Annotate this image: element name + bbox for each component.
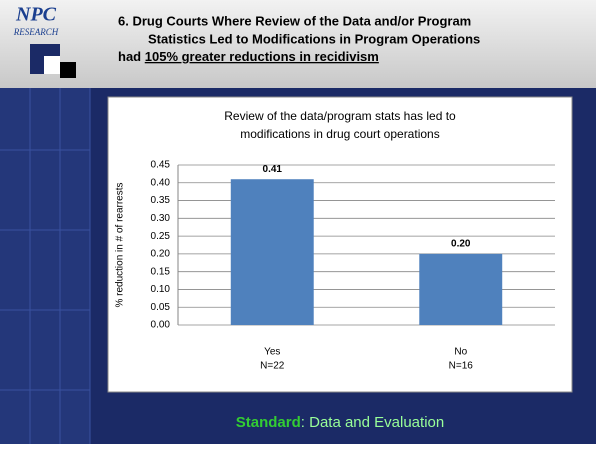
title-prefix: had: [118, 49, 141, 64]
logo-square: [44, 56, 60, 74]
chart-title: Review of the data/program stats has led…: [224, 109, 456, 123]
chart-title: modifications in drug court operations: [240, 127, 439, 141]
footer-text: : Data and Evaluation: [301, 414, 444, 431]
bar: [419, 253, 503, 325]
y-tick-label: 0.00: [151, 320, 171, 331]
left-stripes: [0, 88, 91, 444]
header: [0, 0, 596, 88]
slide-title-line: 6. Drug Courts Where Review of the Data …: [118, 13, 471, 28]
logo-sub: RESEARCH: [13, 27, 59, 37]
chart-box: [107, 96, 573, 393]
y-tick-label: 0.15: [151, 266, 171, 277]
logo-square: [60, 62, 76, 78]
y-tick-label: 0.05: [151, 302, 171, 313]
y-axis-label: % reduction in # of rearrests: [115, 182, 126, 307]
data-label: 0.20: [451, 239, 471, 250]
y-tick-label: 0.30: [151, 213, 171, 224]
x-tick-label: Yes: [264, 347, 280, 358]
slide-title-line: Statistics Led to Modifications in Progr…: [148, 31, 480, 46]
y-tick-label: 0.20: [151, 249, 171, 260]
footer-label: Standard: [236, 414, 301, 431]
logo: NPC: [15, 4, 57, 26]
y-tick-label: 0.45: [151, 160, 171, 171]
x-tick-label: No: [454, 347, 467, 358]
title-emphasis: 105% greater reductions in recidivism: [145, 49, 379, 64]
y-tick-label: 0.40: [151, 177, 171, 188]
y-tick-label: 0.35: [151, 195, 171, 206]
slide-title-line: had 105% greater reductions in recidivis…: [118, 49, 379, 64]
bar: [230, 179, 314, 325]
y-tick-label: 0.25: [151, 231, 171, 242]
left-band: [0, 88, 90, 444]
x-tick-sublabel: N=16: [449, 361, 474, 372]
data-label: 0.41: [263, 164, 283, 175]
y-tick-label: 0.10: [151, 284, 171, 295]
x-tick-sublabel: N=22: [260, 361, 285, 372]
footer: Standard: Data and Evaluation: [236, 414, 444, 431]
